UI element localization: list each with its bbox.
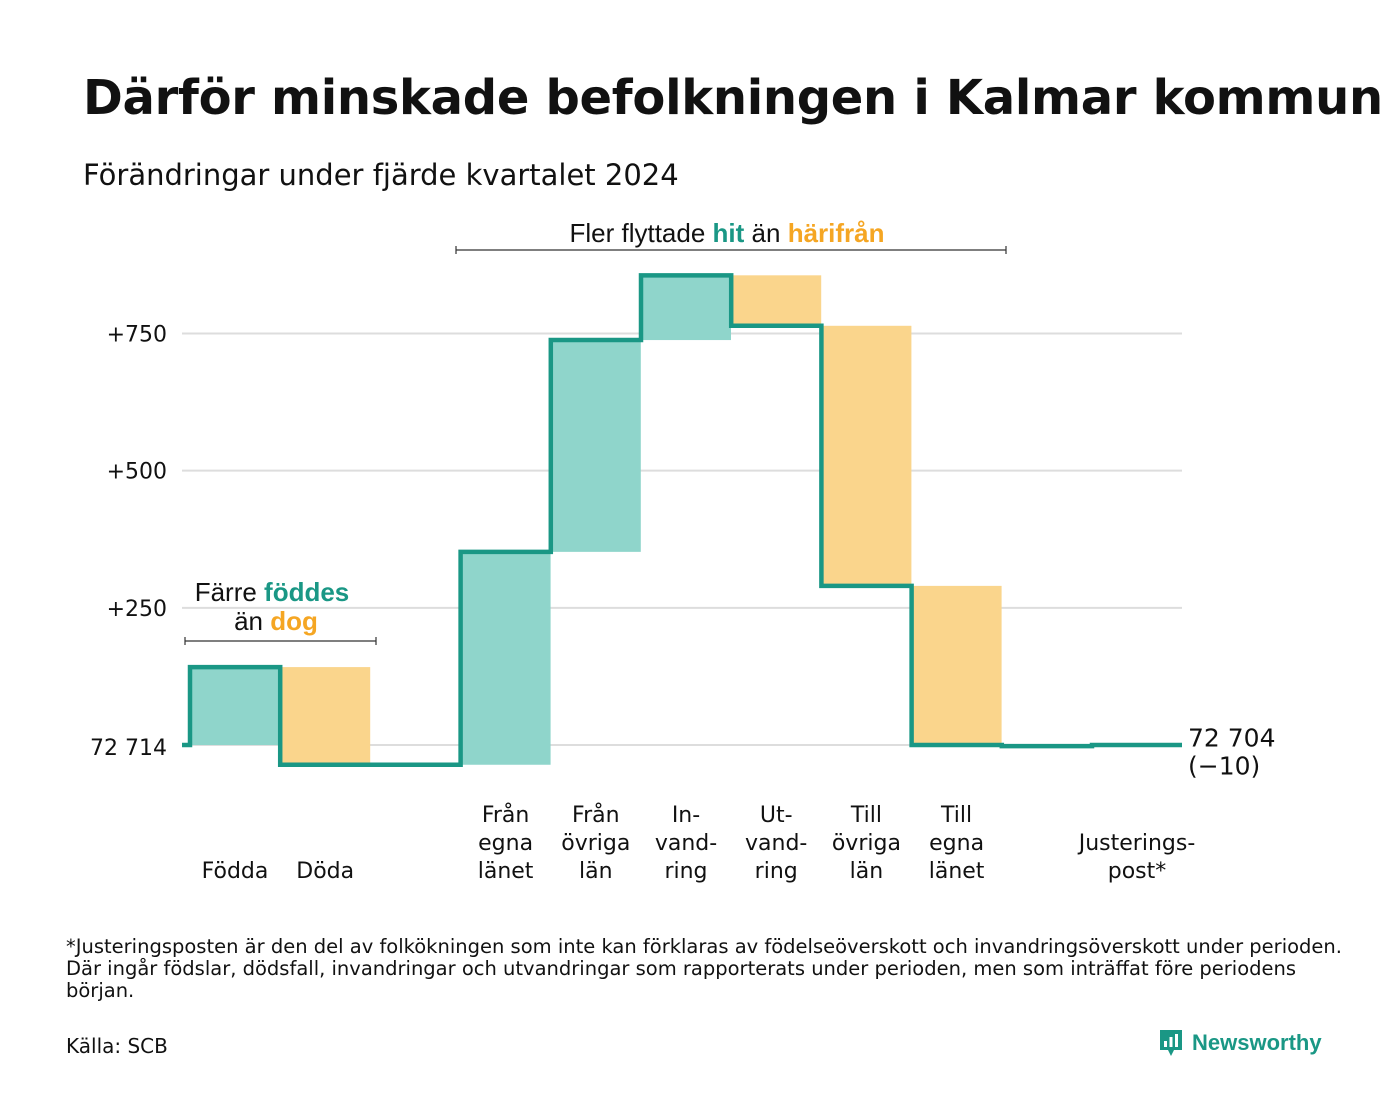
category-label-layer: Födda Döda Från egna länet Från övriga län In-va…	[202, 802, 1196, 884]
category-label: Till	[850, 803, 882, 828]
category-label: övriga	[832, 831, 901, 856]
category-label: länet	[929, 859, 985, 884]
y-tick-label: +500	[107, 460, 167, 485]
end-value-label: (−10)	[1188, 751, 1260, 780]
waterfall-bar	[280, 667, 371, 765]
migration-annotation-em1: hit	[713, 218, 745, 248]
footnote: *Justeringsposten är den del av folkökni…	[66, 935, 1342, 1002]
migration-annotation: Fler flyttade hit än härifrån	[455, 218, 1007, 254]
category-label: länet	[478, 859, 534, 884]
category-label: ring	[755, 859, 798, 884]
category-label: övriga	[561, 831, 630, 856]
births-annotation-em2: dog	[270, 606, 318, 636]
newsworthy-chart-bubble-icon	[1160, 1030, 1182, 1056]
y-tick-label: +250	[107, 597, 167, 622]
migration-annotation-bracket	[455, 246, 1007, 254]
category-label: Döda	[296, 859, 354, 884]
category-label: Från	[572, 802, 620, 828]
category-label: län	[850, 859, 884, 884]
waterfall-bar	[911, 585, 1002, 745]
category-label: län	[579, 859, 613, 884]
category-label: Till	[940, 803, 972, 828]
waterfall-bar	[550, 340, 641, 552]
svg-text:än dog: än dog	[234, 606, 318, 636]
waterfall-bar	[460, 551, 551, 765]
waterfall-bar	[821, 325, 912, 586]
cumulative-step-line	[182, 273, 1182, 768]
births-annotation: Färre föddes än dog	[184, 577, 377, 645]
category-label: egna	[929, 831, 984, 856]
category-label: Justerings-	[1077, 831, 1196, 856]
bar-layer	[190, 275, 1182, 765]
y-tick-layer: +250 +500 +750 72 714 72 704(−10)	[90, 322, 1275, 780]
category-label: Ut-	[760, 803, 793, 828]
migration-annotation-em2: härifrån	[788, 218, 885, 248]
category-label: In-	[672, 803, 700, 828]
page-subtitle: Förändringar under fjärde kvartalet 2024	[83, 158, 679, 192]
migration-annotation-pre: Fler flyttade	[569, 218, 712, 248]
births-annotation-em: föddes	[264, 577, 349, 607]
category-label: post*	[1108, 859, 1167, 884]
category-label: Födda	[202, 859, 269, 884]
step-line-layer	[182, 273, 1182, 768]
page-title: Därför minskade befolkningen i Kalmar ko…	[83, 70, 1383, 126]
y-tick-label: +750	[107, 322, 167, 347]
category-label: vand-	[655, 831, 717, 856]
source-label: Källa: SCB	[66, 1034, 168, 1058]
brand-name: Newsworthy	[1192, 1030, 1322, 1055]
waterfall-bar	[731, 275, 822, 326]
end-value-label: 72 704	[1188, 723, 1275, 752]
category-label: vand-	[745, 831, 807, 856]
category-label: ring	[664, 859, 707, 884]
svg-text:Färre föddes: Färre föddes	[195, 577, 350, 607]
waterfall-bar	[641, 275, 731, 341]
births-annotation-pre2: än	[234, 606, 270, 636]
category-label: egna	[478, 831, 533, 856]
migration-annotation-mid: än	[744, 218, 787, 248]
brand-logo: Newsworthy	[1158, 1028, 1322, 1058]
start-value-label: 72 714	[90, 736, 167, 761]
svg-text:Fler flyttade hit än härifrån: Fler flyttade hit än härifrån	[569, 218, 884, 248]
births-annotation-bracket	[184, 637, 377, 645]
waterfall-bar	[190, 667, 280, 745]
births-annotation-pre: Färre	[195, 577, 264, 607]
category-label: Från	[482, 802, 530, 828]
